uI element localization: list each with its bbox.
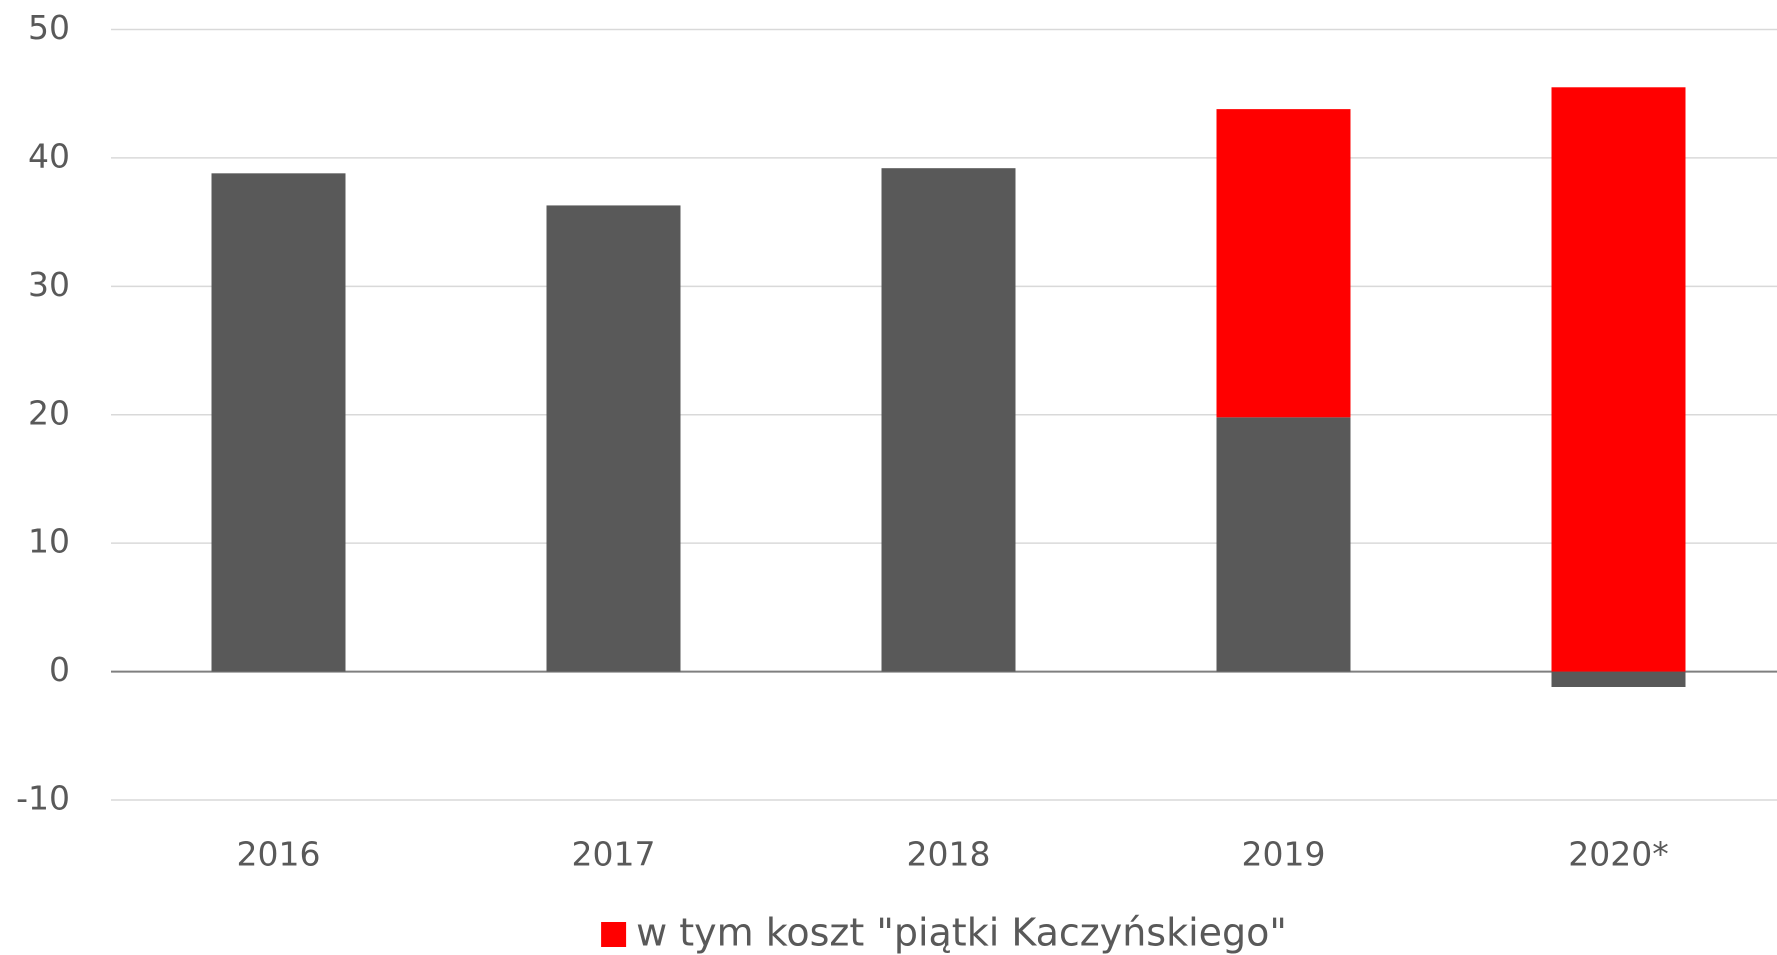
y-tick-label: 0 [49,650,70,689]
x-tick-label: 2017 [572,835,656,874]
x-tick-label: 2020* [1568,835,1668,874]
y-tick-label: 40 [28,136,70,175]
bar [1216,417,1351,672]
y-tick-label: -10 [16,779,70,818]
x-tick-label: 2016 [237,835,321,874]
y-tick-label: 50 [28,8,70,47]
legend-label: w tym koszt "piątki Kaczyńskiego" [636,911,1287,955]
bar [1551,87,1686,672]
bar [546,205,681,672]
legend-swatch [601,922,627,947]
y-tick-label: 30 [28,265,70,304]
y-tick-label: 20 [28,393,70,432]
y-tick-label: 10 [28,522,70,561]
x-tick-label: 2018 [907,835,991,874]
bar [1216,109,1351,418]
bar [881,168,1016,672]
bar [1551,671,1686,687]
bar [211,173,346,672]
x-tick-label: 2019 [1242,835,1326,874]
